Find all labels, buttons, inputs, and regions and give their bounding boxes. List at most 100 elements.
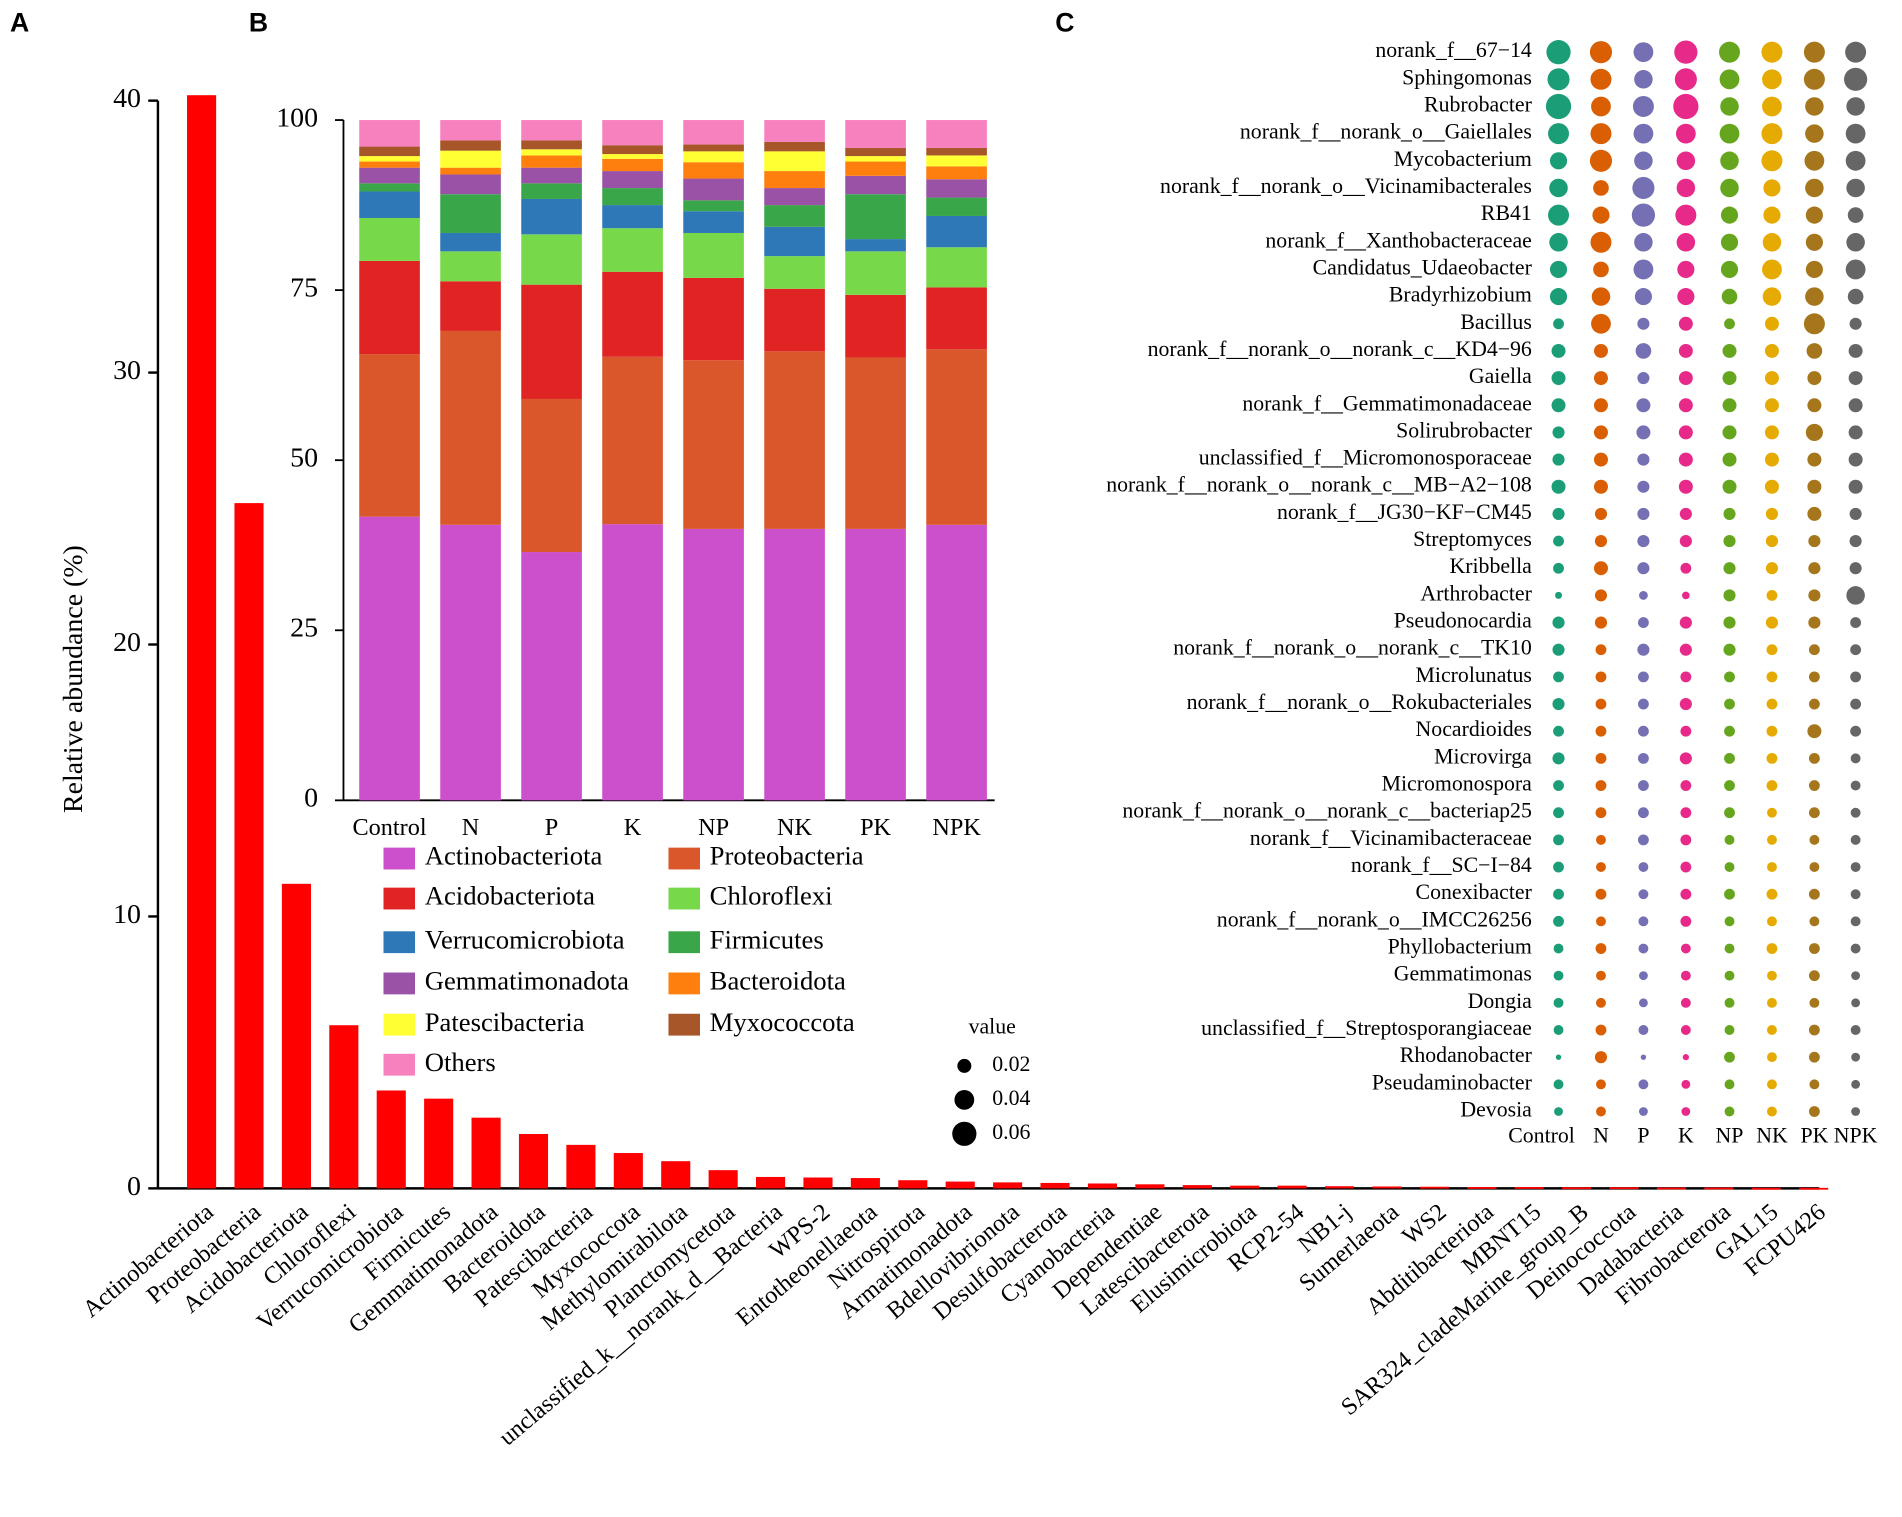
dot [1723, 562, 1736, 575]
row-label: norank_f__norank_o__norank_c__MB−A2−108 [1106, 473, 1532, 497]
dot [1850, 1025, 1861, 1035]
dot [1723, 616, 1736, 629]
dot [1594, 1051, 1608, 1064]
bar-segment [764, 205, 825, 227]
dot [1638, 943, 1649, 954]
legend-swatch [383, 931, 416, 954]
dot [1679, 643, 1692, 656]
bar-segment [440, 524, 501, 801]
y-tick-label: 30 [113, 355, 141, 386]
row-label: Microlunatus [1416, 663, 1532, 687]
dot [1845, 41, 1867, 63]
legend-swatch [668, 931, 700, 954]
column-label: NP [1716, 1123, 1744, 1147]
dot [1766, 644, 1778, 656]
dot [1848, 479, 1863, 494]
legend-label: Firmicutes [710, 924, 824, 954]
bar-segment [764, 171, 825, 189]
dot [1595, 671, 1607, 683]
bar-segment [602, 120, 663, 146]
dot [1808, 589, 1821, 602]
dot [1720, 260, 1739, 279]
bar [1751, 1187, 1781, 1190]
dot [1803, 313, 1825, 335]
dot [1637, 317, 1650, 330]
dot [1805, 206, 1823, 224]
row-label: Devosia [1460, 1097, 1532, 1121]
dot [1679, 507, 1692, 520]
dot [1849, 562, 1862, 575]
dot [1632, 95, 1654, 117]
dot [1724, 970, 1735, 981]
x-tick-label: K [624, 814, 642, 841]
legend-swatch [668, 887, 700, 910]
dot [1552, 453, 1565, 466]
dot [1638, 889, 1649, 900]
bar-segment [845, 175, 906, 195]
bar-segment [845, 251, 906, 295]
dot [1593, 479, 1608, 494]
dot [1595, 888, 1607, 900]
dot [1678, 398, 1693, 413]
dot [1636, 398, 1651, 413]
dot [1762, 96, 1782, 117]
dot [1766, 752, 1778, 764]
column-label: Control [1508, 1123, 1575, 1147]
row-label: Bradyrhizobium [1389, 283, 1532, 307]
bar-segment [521, 120, 582, 141]
dot [1594, 535, 1608, 548]
row-label: Phyllobacterium [1388, 935, 1532, 959]
dot [1724, 1025, 1735, 1035]
legend-label: Patescibacteria [425, 1007, 585, 1037]
dot [1680, 725, 1692, 737]
dot [1724, 318, 1735, 330]
dot [1808, 1051, 1820, 1063]
bar-segment [359, 183, 420, 192]
bar-segment [602, 205, 663, 229]
dot [1808, 888, 1820, 900]
dot [1553, 970, 1564, 981]
dot [1633, 42, 1654, 63]
dot [1555, 591, 1563, 599]
dot [1676, 178, 1696, 198]
dot [1846, 178, 1865, 198]
bar-segment [440, 120, 501, 141]
dot [1596, 997, 1606, 1008]
dot [1682, 591, 1690, 600]
bar-segment [440, 194, 501, 233]
legend-label: Verrucomicrobiota [425, 924, 625, 954]
dot [1637, 507, 1650, 520]
bar-segment [845, 528, 906, 801]
dot [1552, 643, 1565, 656]
bar [424, 1098, 454, 1189]
x-tick-label: Control [352, 814, 426, 841]
dot [1553, 834, 1564, 846]
dot [1678, 425, 1693, 440]
y-tick-label: 10 [113, 899, 141, 930]
bar-segment [926, 179, 987, 198]
dot [1848, 398, 1863, 413]
dot [1593, 452, 1608, 467]
bar-segment [926, 120, 987, 148]
dot [1596, 916, 1606, 927]
dot [1682, 1054, 1689, 1061]
dot [1680, 1025, 1691, 1035]
dot [1638, 590, 1648, 600]
dot [1764, 452, 1779, 467]
bar [993, 1182, 1023, 1189]
legend-label: Acidobacteriota [425, 881, 595, 911]
dot [1808, 562, 1821, 575]
bar-segment [926, 197, 987, 216]
row-label: Micromonospora [1382, 772, 1533, 796]
dot [1808, 644, 1820, 656]
dot [1809, 997, 1820, 1008]
column-label: PK [1800, 1123, 1828, 1147]
dot [1637, 617, 1649, 628]
dot [1634, 233, 1653, 252]
dot [1553, 1079, 1564, 1090]
bar [1135, 1184, 1165, 1189]
bar-segment [602, 228, 663, 272]
bar [376, 1090, 406, 1189]
bar-segment [683, 528, 744, 801]
dot [1553, 888, 1564, 900]
